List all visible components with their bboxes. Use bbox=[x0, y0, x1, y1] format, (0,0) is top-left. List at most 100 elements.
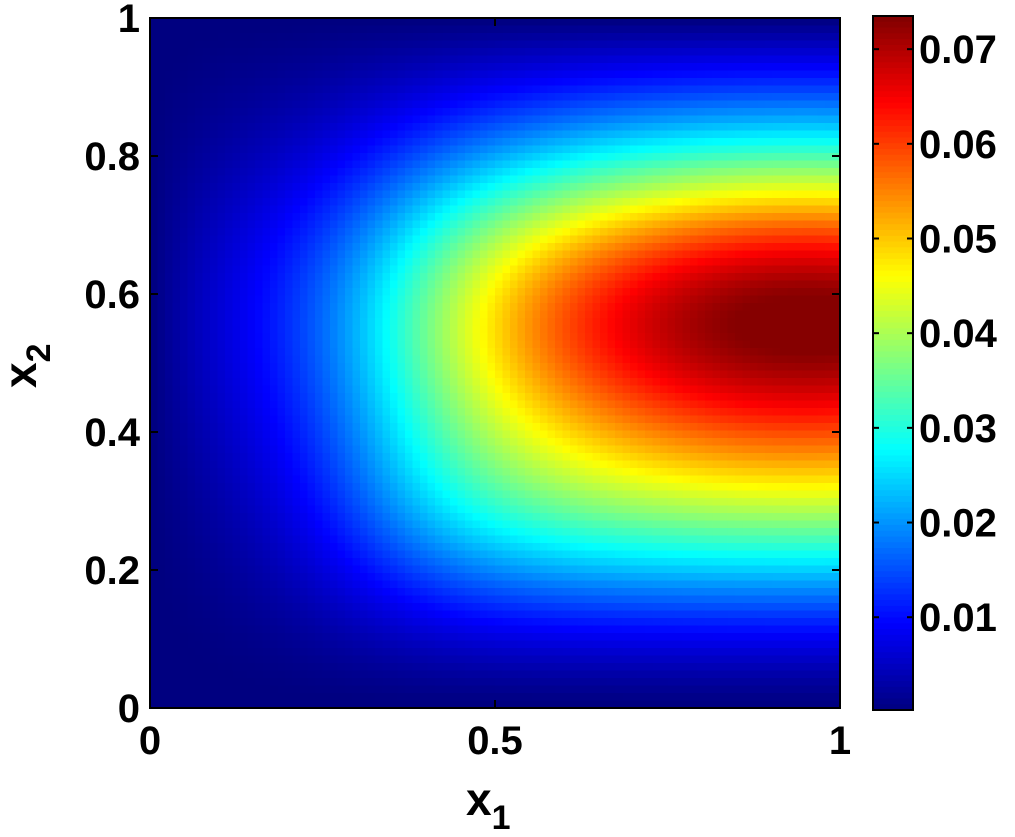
heatmap-cell bbox=[555, 190, 564, 199]
heatmap-cell bbox=[187, 310, 196, 319]
heatmap-cell bbox=[367, 558, 376, 567]
heatmap-cell bbox=[532, 535, 541, 544]
heatmap-cell bbox=[277, 625, 286, 634]
heatmap-cell bbox=[465, 190, 474, 199]
heatmap-cell bbox=[225, 235, 234, 244]
heatmap-cell bbox=[367, 93, 376, 102]
heatmap-cell bbox=[487, 213, 496, 222]
heatmap-cell bbox=[345, 693, 354, 702]
heatmap-cell bbox=[510, 100, 519, 109]
heatmap-cell bbox=[187, 348, 196, 357]
heatmap-cell bbox=[375, 385, 384, 394]
heatmap-cell bbox=[547, 550, 556, 559]
heatmap-cell bbox=[172, 355, 181, 364]
heatmap-cell bbox=[480, 543, 489, 552]
heatmap-cell bbox=[480, 520, 489, 529]
heatmap-cell bbox=[517, 558, 526, 567]
heatmap-cell bbox=[180, 295, 189, 304]
heatmap-cell bbox=[217, 430, 226, 439]
heatmap-cell bbox=[337, 70, 346, 79]
heatmap-cell bbox=[240, 265, 249, 274]
heatmap-cell bbox=[337, 100, 346, 109]
heatmap-cell bbox=[450, 618, 459, 627]
heatmap-cell bbox=[510, 55, 519, 64]
heatmap-cell bbox=[435, 213, 444, 222]
heatmap-cell bbox=[195, 355, 204, 364]
heatmap-cell bbox=[510, 25, 519, 34]
heatmap-cell bbox=[517, 265, 526, 274]
heatmap-cell bbox=[547, 205, 556, 214]
heatmap-cell bbox=[240, 243, 249, 252]
heatmap-cell bbox=[285, 220, 294, 229]
heatmap-cell bbox=[375, 160, 384, 169]
heatmap-cell bbox=[480, 460, 489, 469]
heatmap-cell bbox=[480, 220, 489, 229]
heatmap-cell bbox=[367, 123, 376, 132]
heatmap-cell bbox=[435, 325, 444, 334]
heatmap-cell bbox=[382, 175, 391, 184]
heatmap-cell bbox=[240, 618, 249, 627]
heatmap-cell bbox=[457, 648, 466, 657]
heatmap-cell bbox=[382, 235, 391, 244]
heatmap-cell bbox=[390, 400, 399, 409]
heatmap-cell bbox=[277, 40, 286, 49]
heatmap-cell bbox=[187, 490, 196, 499]
heatmap-cell bbox=[517, 438, 526, 447]
heatmap-cell bbox=[337, 213, 346, 222]
heatmap-cell bbox=[540, 378, 549, 387]
heatmap-cell bbox=[360, 303, 369, 312]
heatmap-cell bbox=[285, 288, 294, 297]
heatmap-cell bbox=[547, 303, 556, 312]
heatmap-cell bbox=[457, 55, 466, 64]
heatmap-cell bbox=[210, 618, 219, 627]
heatmap-cell bbox=[300, 430, 309, 439]
heatmap-cell bbox=[337, 378, 346, 387]
heatmap-cell bbox=[240, 558, 249, 567]
heatmap-cell bbox=[442, 460, 451, 469]
heatmap-cell bbox=[517, 310, 526, 319]
heatmap-cell bbox=[330, 483, 339, 492]
heatmap-cell bbox=[487, 513, 496, 522]
heatmap-cell bbox=[517, 400, 526, 409]
heatmap-cell bbox=[472, 565, 481, 574]
heatmap-cell bbox=[337, 595, 346, 604]
heatmap-cell bbox=[472, 288, 481, 297]
heatmap-cell bbox=[270, 250, 279, 259]
heatmap-cell bbox=[262, 423, 271, 432]
heatmap-cell bbox=[397, 348, 406, 357]
heatmap-cell bbox=[330, 243, 339, 252]
heatmap-cell bbox=[225, 580, 234, 589]
heatmap-cell bbox=[307, 423, 316, 432]
heatmap-cell bbox=[495, 145, 504, 154]
heatmap-cell bbox=[397, 265, 406, 274]
heatmap-cell bbox=[442, 678, 451, 687]
heatmap-cell bbox=[307, 498, 316, 507]
heatmap-cell bbox=[270, 55, 279, 64]
heatmap-cell bbox=[307, 168, 316, 177]
heatmap-cell bbox=[540, 228, 549, 237]
heatmap-cell bbox=[435, 18, 444, 27]
heatmap-cell bbox=[435, 693, 444, 702]
heatmap-cell bbox=[210, 400, 219, 409]
heatmap-cell bbox=[247, 78, 256, 87]
heatmap-cell bbox=[165, 100, 174, 109]
heatmap-cell bbox=[292, 145, 301, 154]
heatmap-cell bbox=[157, 40, 166, 49]
heatmap-cell bbox=[255, 565, 264, 574]
heatmap-cell bbox=[330, 190, 339, 199]
heatmap-cell bbox=[277, 573, 286, 582]
heatmap-cell bbox=[352, 183, 361, 192]
heatmap-cell bbox=[150, 505, 159, 514]
heatmap-cell bbox=[480, 100, 489, 109]
heatmap-cell bbox=[315, 385, 324, 394]
heatmap-cell bbox=[540, 678, 549, 687]
heatmap-cell bbox=[232, 205, 241, 214]
heatmap-cell bbox=[405, 415, 414, 424]
heatmap-cell bbox=[180, 438, 189, 447]
heatmap-cell bbox=[337, 340, 346, 349]
heatmap-cell bbox=[495, 415, 504, 424]
heatmap-cell bbox=[240, 633, 249, 642]
heatmap-cell bbox=[285, 115, 294, 124]
heatmap-cell bbox=[442, 198, 451, 207]
heatmap-cell bbox=[277, 618, 286, 627]
